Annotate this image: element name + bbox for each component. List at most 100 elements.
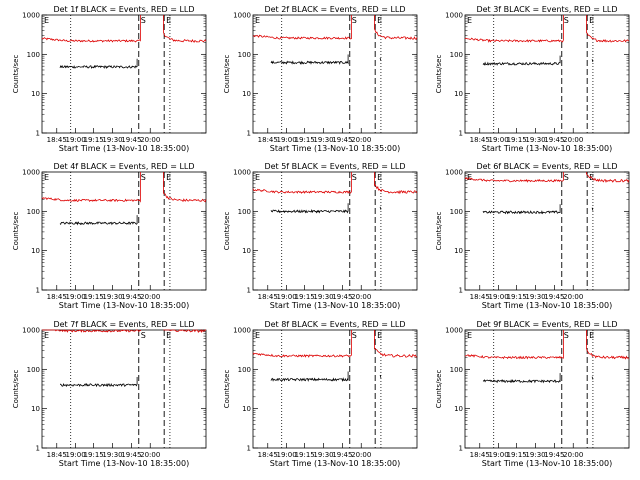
y-axis-label: Counts/sec — [12, 370, 20, 409]
marker-entry-label: E — [44, 16, 49, 25]
x-tick-label: 19:30 — [102, 293, 122, 301]
x-tick-label: 19:30 — [313, 451, 333, 459]
y-axis-label: Counts/sec — [12, 55, 20, 94]
y-tick-label: 1 — [36, 445, 40, 453]
plot-frame — [41, 329, 207, 449]
x-axis-label: Start Time (13-Nov-10 18:35:00) — [59, 301, 189, 310]
series-lld — [464, 172, 630, 184]
y-tick-label: 1000 — [445, 12, 463, 20]
y-axis-label: Counts/sec — [435, 370, 443, 409]
x-axis-label: Start Time (13-Nov-10 18:35:00) — [270, 459, 400, 468]
marker-entry-label: E — [255, 173, 260, 182]
marker-saa-label: S — [352, 173, 357, 182]
y-tick-label: 100 — [238, 51, 251, 59]
series-events — [59, 58, 171, 69]
x-axis-label: Start Time (13-Nov-10 18:35:00) — [59, 144, 189, 153]
series-events — [482, 55, 594, 66]
x-tick-label: 19:45 — [121, 451, 141, 459]
series-lld — [464, 330, 630, 360]
x-tick-label: 19:30 — [313, 136, 333, 144]
series-events — [482, 373, 594, 384]
y-tick-label: 1 — [247, 445, 251, 453]
x-tick-label: 19:15 — [507, 136, 527, 144]
marker-saa-label: S — [352, 16, 357, 25]
x-tick-label: 19:00 — [66, 451, 86, 459]
x-tick-label: 19:00 — [277, 136, 297, 144]
y-tick-label: 10 — [242, 405, 251, 413]
panel-det-8: Det 8f BLACK = Events, RED = LLD 1 10 100 10… — [223, 320, 418, 468]
y-tick-label: 100 — [238, 366, 251, 374]
plot-frame — [41, 14, 207, 134]
x-tick-label: 19:00 — [489, 451, 509, 459]
x-axis-label: Start Time (13-Nov-10 18:35:00) — [482, 301, 612, 310]
panel-det-2: Det 2f BLACK = Events, RED = LLD 1 10 100 10… — [223, 5, 418, 153]
panel-title: Det 5f BLACK = Events, RED = LLD — [264, 162, 405, 171]
series-events — [270, 203, 382, 214]
y-tick-label: 1000 — [233, 327, 251, 335]
x-tick-label: 19:30 — [313, 293, 333, 301]
x-tick-label: 19:15 — [84, 293, 104, 301]
panel-title: Det 6f BLACK = Events, RED = LLD — [476, 162, 617, 171]
y-tick-label: 10 — [454, 90, 463, 98]
marker-entry-label: E — [44, 331, 49, 340]
x-tick-label: 19:15 — [84, 136, 104, 144]
y-tick-label: 1000 — [233, 169, 251, 177]
series-lld — [464, 15, 630, 43]
x-axis-label: Start Time (13-Nov-10 18:35:00) — [270, 301, 400, 310]
marker-saa-label: S — [564, 16, 569, 25]
y-axis-label: Counts/sec — [435, 55, 443, 94]
x-tick-label: 19:45 — [332, 136, 352, 144]
marker-entry-label: E — [467, 173, 472, 182]
x-tick-label: 19:30 — [525, 293, 545, 301]
y-axis-label: Counts/sec — [12, 212, 20, 251]
marker-entry-label: E — [467, 331, 472, 340]
marker-saa-label: S — [141, 173, 146, 182]
panel-title: Det 8f BLACK = Events, RED = LLD — [264, 320, 405, 329]
y-tick-label: 100 — [450, 366, 463, 374]
x-tick-label: 18:45 — [47, 451, 67, 459]
y-tick-label: 1 — [459, 445, 463, 453]
y-tick-label: 1000 — [22, 327, 40, 335]
marker-saa-label: S — [141, 331, 146, 340]
marker-exit-label: E — [589, 16, 594, 25]
x-tick-label: 18:45 — [47, 293, 67, 301]
y-tick-label: 1 — [247, 287, 251, 295]
plot-frame — [252, 171, 418, 291]
y-tick-label: 10 — [31, 90, 40, 98]
x-tick-label: 20:00 — [563, 136, 583, 144]
x-tick-label: 19:00 — [489, 293, 509, 301]
y-tick-label: 10 — [31, 405, 40, 413]
x-tick-label: 18:45 — [470, 451, 490, 459]
y-tick-label: 1 — [459, 287, 463, 295]
x-tick-label: 20:00 — [351, 293, 371, 301]
x-tick-label: 19:15 — [295, 451, 315, 459]
y-tick-label: 1 — [36, 130, 40, 138]
series-events — [482, 204, 594, 215]
x-tick-label: 19:30 — [525, 451, 545, 459]
y-tick-label: 10 — [31, 247, 40, 255]
y-tick-label: 10 — [454, 247, 463, 255]
marker-entry-label: E — [255, 16, 260, 25]
x-tick-label: 19:00 — [66, 293, 86, 301]
series-events — [270, 54, 382, 65]
x-tick-label: 18:45 — [47, 136, 67, 144]
x-tick-label: 20:00 — [140, 136, 160, 144]
x-tick-label: 19:30 — [102, 451, 122, 459]
series-events — [59, 215, 171, 226]
y-tick-label: 100 — [27, 366, 40, 374]
y-tick-label: 100 — [450, 51, 463, 59]
x-tick-label: 20:00 — [563, 451, 583, 459]
x-tick-label: 19:30 — [525, 136, 545, 144]
plot-frame — [41, 171, 207, 291]
panel-det-4: Det 4f BLACK = Events, RED = LLD 1 10 100 10… — [12, 162, 207, 310]
panel-title: Det 2f BLACK = Events, RED = LLD — [264, 5, 405, 14]
x-tick-label: 20:00 — [351, 451, 371, 459]
panel-det-9: Det 9f BLACK = Events, RED = LLD 1 10 100 10… — [435, 320, 630, 468]
x-axis-label: Start Time (13-Nov-10 18:35:00) — [270, 144, 400, 153]
x-axis-label: Start Time (13-Nov-10 18:35:00) — [59, 459, 189, 468]
x-tick-label: 19:45 — [121, 136, 141, 144]
series-lld — [42, 329, 207, 334]
plot-frame — [252, 14, 418, 134]
y-tick-label: 10 — [242, 90, 251, 98]
plot-frame — [464, 171, 630, 291]
